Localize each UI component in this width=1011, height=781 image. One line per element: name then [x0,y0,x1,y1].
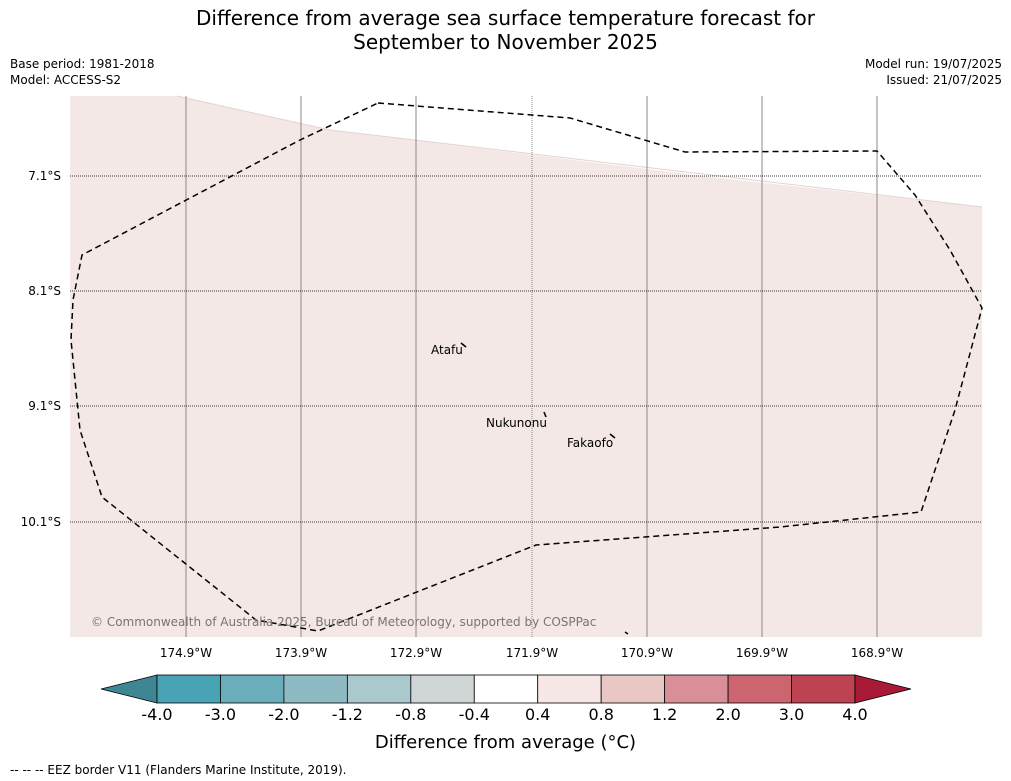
colorbar-tick-label: -2.0 [268,705,300,724]
colorbar-segment [537,674,602,704]
fill-edge [176,95,331,131]
colorbar-tick-label: -4.0 [141,705,173,724]
place-atafu: Atafu [431,343,463,357]
colorbar-tick-label: 2.0 [715,705,741,724]
colorbar-tick-label: 0.8 [588,705,614,724]
title-line-1: Difference from average sea surface temp… [195,6,815,30]
colorbar-extend-low [100,674,158,704]
colorbar-segment [283,674,348,704]
colorbar-extend-high [854,674,912,704]
lon-label: 168.9°W [850,646,904,660]
base-period: Base period: 1981-2018 [10,57,155,71]
lon-label: 171.9°W [505,646,559,660]
colorbar-tick-label: -3.0 [204,705,237,724]
metadata-left: Base period: 1981-2018 Model: ACCESS-S2 [10,56,155,88]
lat-label: 7.1°S [28,169,61,183]
model-run: Model run: 19/07/2025 [864,57,1002,71]
colorbar-segment [791,674,856,704]
colorbar-segment [346,674,412,704]
copyright-notice: © Commonwealth of Australia 2025, Bureau… [91,615,596,629]
colorbar-segment [600,674,666,704]
colorbar-tick-label: -0.4 [458,705,490,724]
colorbar-title: Difference from average (°C) [374,732,637,753]
colorbar-segment [473,674,539,704]
place-fakaofo: Fakaofo [567,436,613,450]
legend-footer: -- -- -- EEZ border V11 (Flanders Marine… [10,763,347,777]
atafu-atoll [460,342,467,348]
issued-date: Issued: 21/07/2025 [886,73,1002,87]
metadata-right: Model run: 19/07/2025 Issued: 21/07/2025 [865,56,1002,88]
colorbar-tick-label: -0.8 [395,705,427,724]
colorbar-segment [727,674,792,704]
chart-title: Difference from average sea surface temp… [0,6,1011,54]
fill-edge [329,129,983,208]
lon-label: 170.9°W [620,646,674,660]
fakaofo-atoll [609,433,616,439]
colorbar-tick-label: 1.2 [651,705,678,724]
nukunonu-atoll [543,411,547,418]
model-name: Model: ACCESS-S2 [10,73,122,87]
colorbar-tick-label: 3.0 [778,705,805,724]
lat-label: 10.1°S [20,515,61,529]
colorbar-segment [220,674,285,704]
colorbar-tick-label: 0.4 [524,705,551,724]
place-nukunonu: Nukunonu [486,416,547,430]
latitude-gridlines [70,175,982,523]
colorbar-tick-label: -1.2 [331,705,363,724]
lat-label: 9.1°S [28,399,61,413]
title-line-2: September to November 2025 [353,30,658,54]
colorbar-segment [156,674,221,704]
eez-border [70,102,983,632]
lon-label: 173.9°W [274,646,328,660]
colorbar-tick-label: 4.0 [842,705,868,724]
sst-forecast-area [70,96,982,637]
colorbar-segment [410,674,475,704]
lon-label: 174.9°W [159,646,213,660]
colorbar-segment [664,674,729,704]
longitude-gridlines [185,96,878,637]
lat-label: 8.1°S [28,284,61,298]
lon-label: 172.9°W [389,646,443,660]
colorbar [100,674,912,704]
lon-label: 169.9°W [735,646,789,660]
swains-atoll [624,631,629,635]
